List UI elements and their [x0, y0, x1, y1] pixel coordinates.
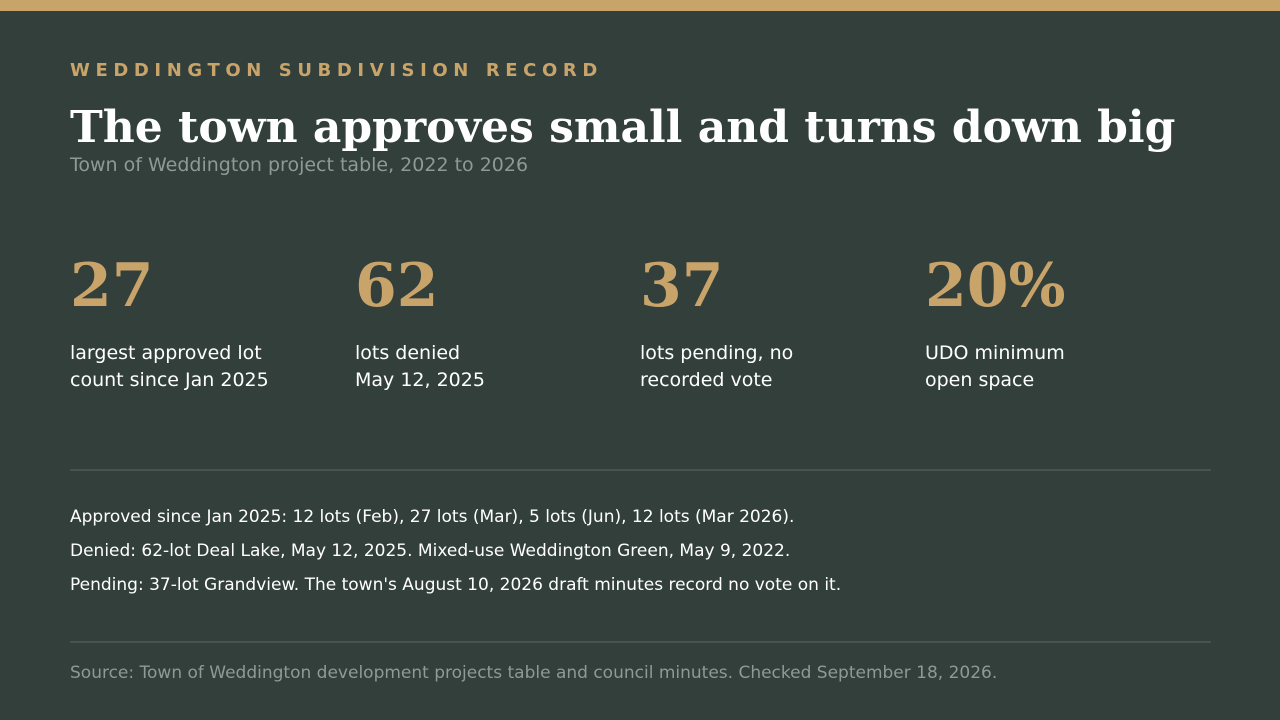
headline: The town approves small and turns down b…	[70, 102, 1176, 153]
kicker: WEDDINGTON SUBDIVISION RECORD	[70, 60, 603, 81]
source-note: Source: Town of Weddington development p…	[70, 663, 998, 683]
stat-lots-pending: 37 lots pending, no recorded vote	[640, 250, 910, 394]
stat-label: largest approved lot count since Jan 202…	[70, 340, 340, 394]
stat-label: lots pending, no recorded vote	[640, 340, 910, 394]
stat-label-line: recorded vote	[640, 369, 773, 391]
stat-label-line: lots denied	[355, 342, 461, 364]
stat-label-line: open space	[925, 369, 1035, 391]
divider-top	[70, 469, 1211, 471]
top-accent-bar	[0, 0, 1280, 11]
stat-label: UDO minimum open space	[925, 340, 1195, 394]
stat-open-space: 20% UDO minimum open space	[925, 250, 1195, 394]
stat-value: 27	[70, 251, 154, 321]
stat-label-line: largest approved lot	[70, 342, 262, 364]
divider-bottom	[70, 641, 1211, 643]
stat-label-line: UDO minimum	[925, 342, 1065, 364]
note-denied: Denied: 62-lot Deal Lake, May 12, 2025. …	[70, 541, 791, 561]
stat-label: lots denied May 12, 2025	[355, 340, 625, 394]
note-approved: Approved since Jan 2025: 12 lots (Feb), …	[70, 507, 795, 527]
stat-lots-denied: 62 lots denied May 12, 2025	[355, 250, 625, 394]
stat-value: 37	[640, 251, 724, 321]
notes: Approved since Jan 2025: 12 lots (Feb), …	[70, 500, 841, 602]
stat-value: 20%	[925, 251, 1066, 321]
stat-largest-approved: 27 largest approved lot count since Jan …	[70, 250, 340, 394]
note-pending: Pending: 37-lot Grandview. The town's Au…	[70, 575, 842, 595]
stat-label-line: count since Jan 2025	[70, 369, 269, 391]
stat-value: 62	[355, 251, 439, 321]
subtitle: Town of Weddington project table, 2022 t…	[70, 154, 529, 176]
stat-label-line: lots pending, no	[640, 342, 794, 364]
stat-label-line: May 12, 2025	[355, 369, 485, 391]
